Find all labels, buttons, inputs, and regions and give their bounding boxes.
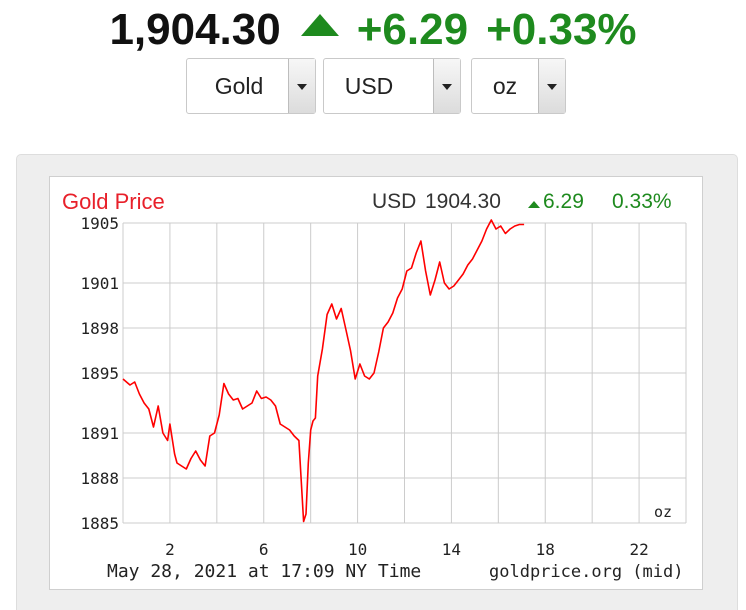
y-tick-label: 1898 bbox=[80, 319, 119, 338]
chevron-down-icon[interactable] bbox=[433, 59, 460, 113]
x-tick-label: 18 bbox=[536, 540, 555, 559]
small-up-triangle-icon bbox=[528, 201, 540, 208]
price-line bbox=[122, 219, 525, 523]
metal-select[interactable]: Gold bbox=[186, 58, 316, 114]
header-change-percent: 0.33% bbox=[612, 190, 672, 213]
unit-select[interactable]: oz bbox=[471, 58, 566, 114]
current-price: 1,904.30 bbox=[109, 5, 281, 54]
header-currency: USD bbox=[372, 190, 416, 213]
y-tick-label: 1888 bbox=[80, 469, 119, 488]
timestamp-label: May 28, 2021 at 17:09 NY Time bbox=[107, 561, 421, 582]
currency-select[interactable]: USD bbox=[323, 58, 461, 114]
unit-label: oz bbox=[654, 503, 672, 521]
up-triangle-icon bbox=[300, 14, 339, 36]
x-tick-label: 6 bbox=[259, 540, 269, 559]
currency-select-value: USD bbox=[344, 72, 394, 99]
y-tick-label: 1891 bbox=[80, 424, 119, 443]
price-change-percent: +0.33% bbox=[486, 5, 637, 54]
unit-select-value: oz bbox=[492, 72, 518, 99]
y-tick-label: 1905 bbox=[80, 214, 119, 233]
y-axis-ticks: 1885 1888 1891 1895 1898 1901 1905 bbox=[80, 214, 119, 533]
chevron-down-icon[interactable] bbox=[538, 59, 565, 113]
price-summary: 1,904.30 +6.29 +0.33% bbox=[0, 4, 746, 56]
metal-select-value: Gold bbox=[214, 72, 264, 99]
x-tick-label: 2 bbox=[165, 540, 175, 559]
source-label: goldprice.org (mid) bbox=[489, 562, 683, 582]
chart-title: Gold Price bbox=[62, 189, 165, 214]
x-tick-label: 14 bbox=[442, 540, 461, 559]
x-tick-label: 22 bbox=[629, 540, 648, 559]
price-change: +6.29 bbox=[356, 5, 469, 54]
x-axis-ticks: 2 6 10 14 18 22 bbox=[165, 540, 649, 559]
x-tick-label: 10 bbox=[348, 540, 367, 559]
header-price: 1904.30 bbox=[425, 190, 501, 213]
y-tick-label: 1895 bbox=[80, 364, 119, 383]
chevron-down-icon[interactable] bbox=[288, 59, 315, 113]
y-tick-label: 1885 bbox=[80, 514, 119, 533]
chart-frame bbox=[49, 176, 703, 590]
header-change: 6.29 bbox=[543, 190, 584, 213]
y-tick-label: 1901 bbox=[80, 274, 119, 293]
chart-grid bbox=[122, 222, 687, 524]
